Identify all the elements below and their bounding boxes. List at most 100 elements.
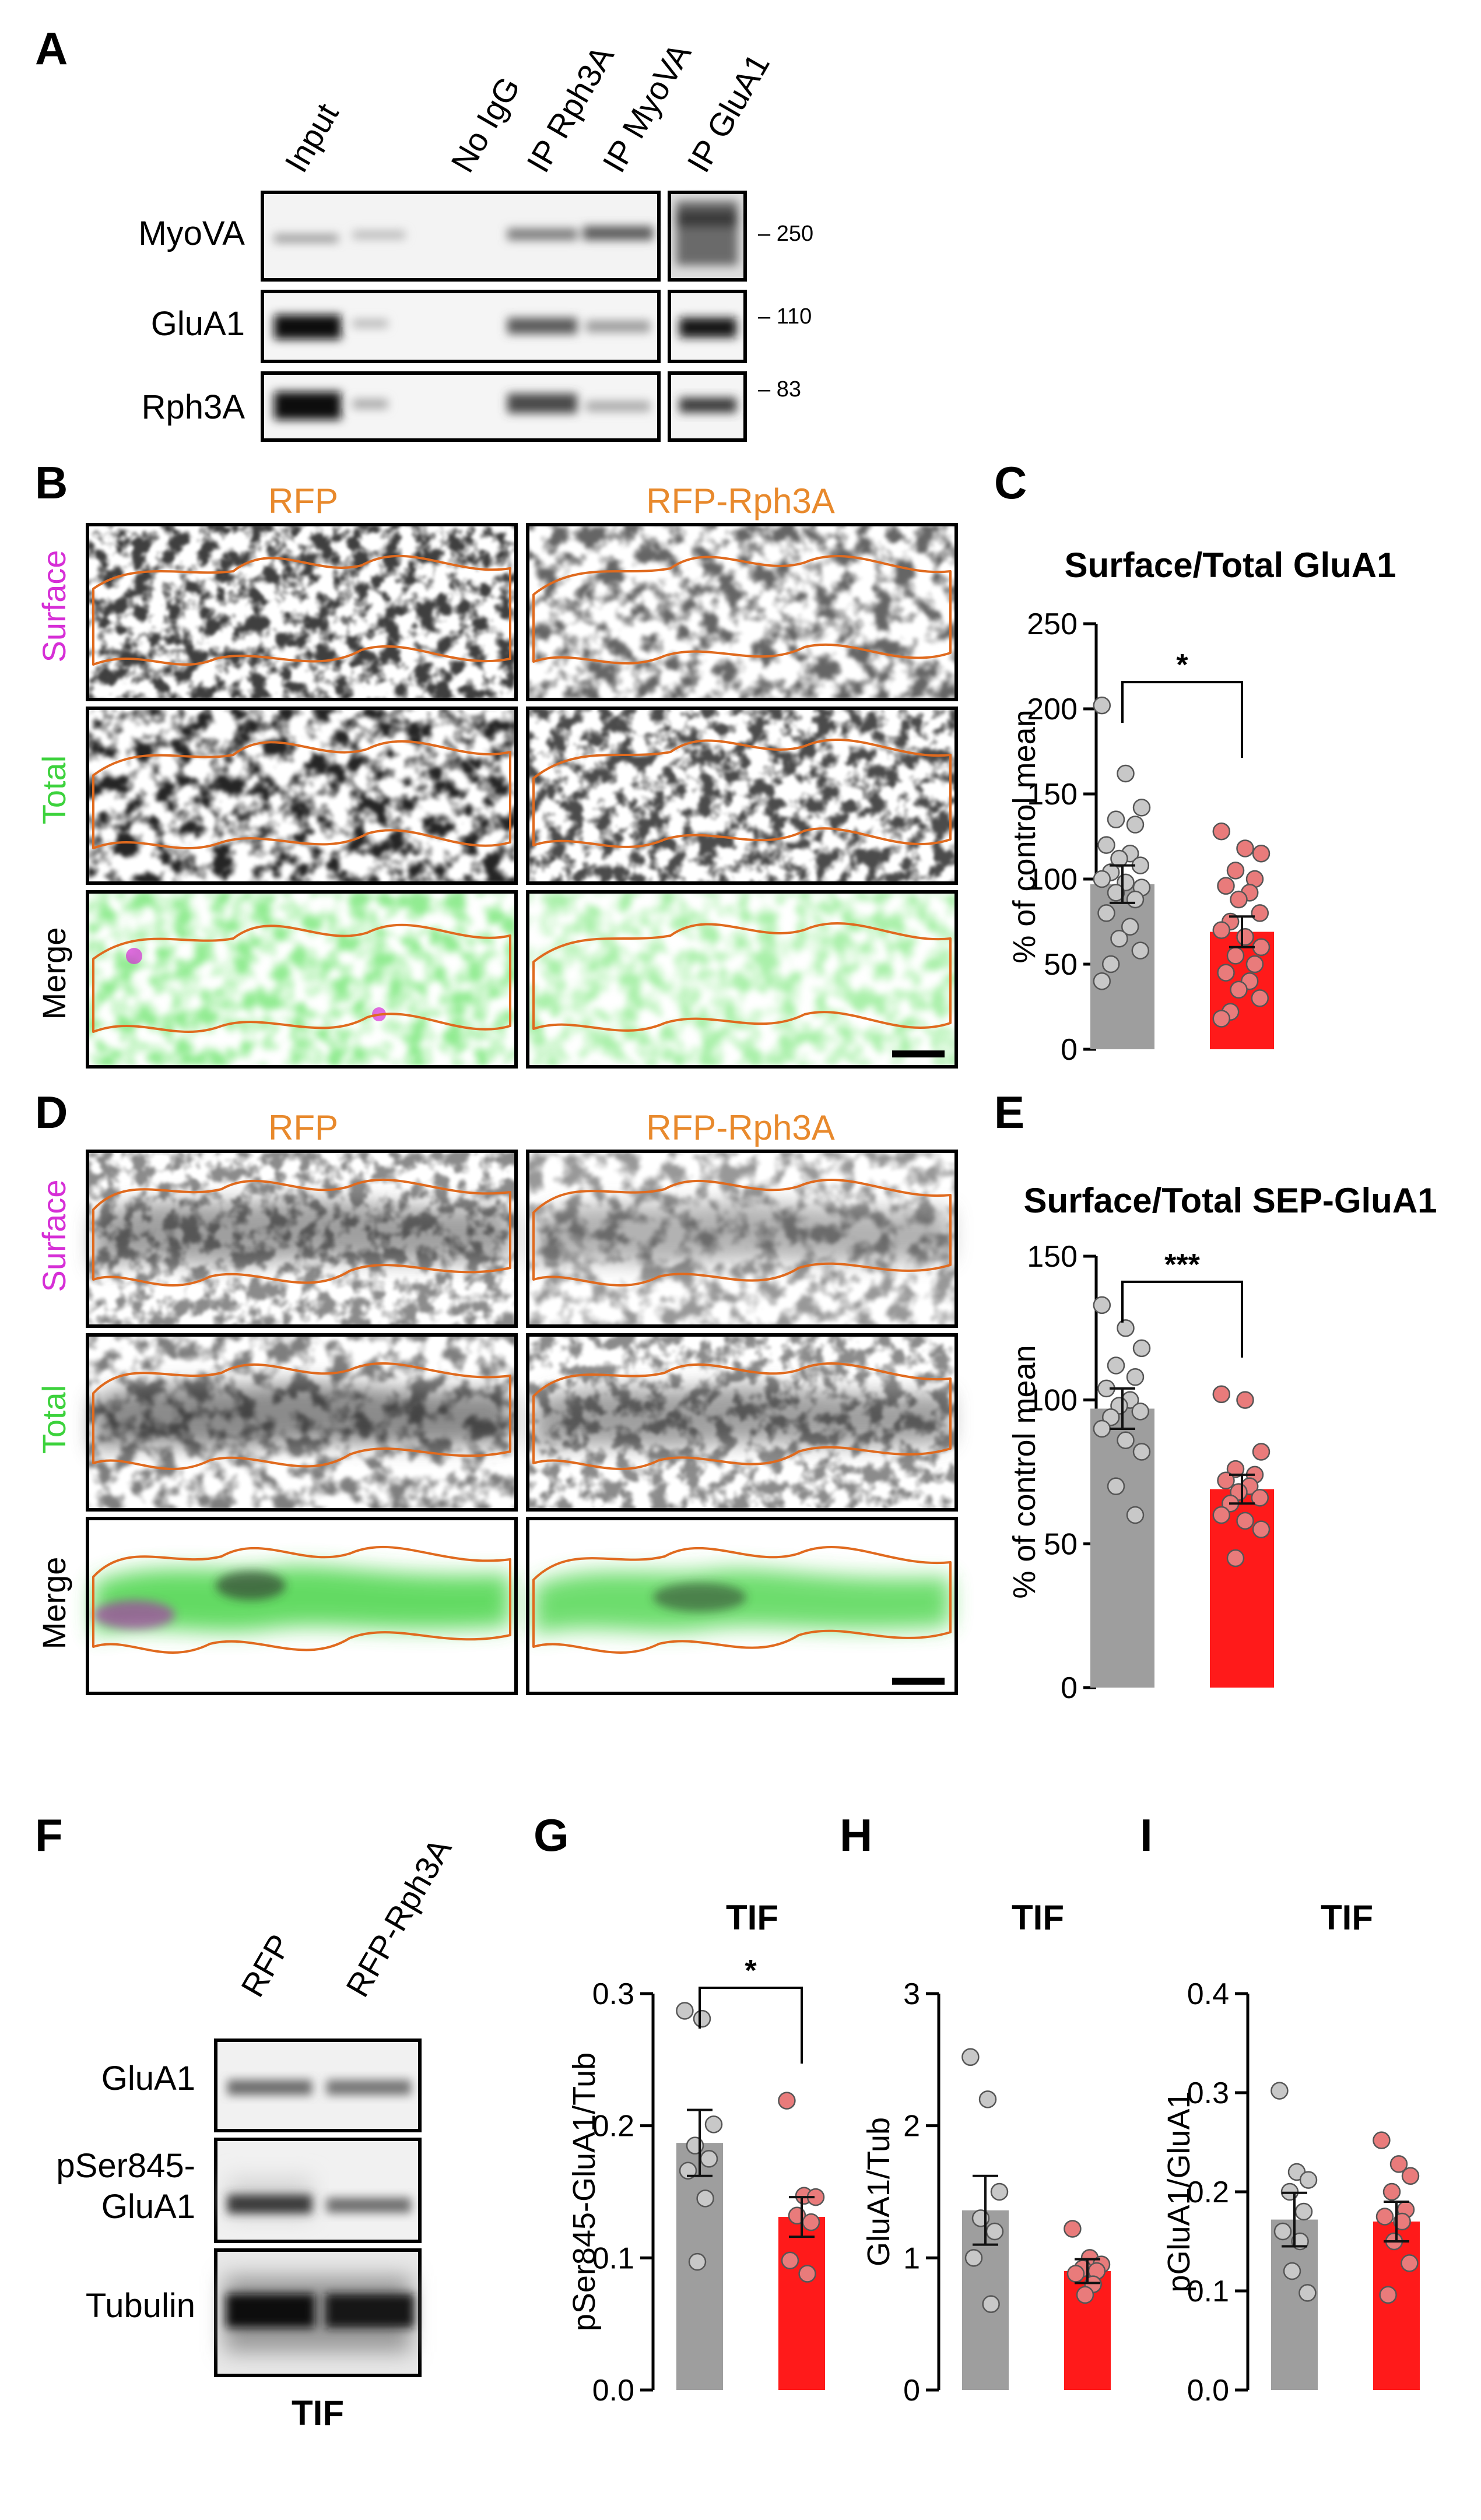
condition-label-rfp-rph3a-b: RFP-Rph3A [646, 481, 834, 521]
chart-c-ylabel: % of control mean [1007, 709, 1042, 963]
chart-g-rph3a-point [802, 2213, 820, 2231]
chart-c-rph3a-point [1251, 989, 1269, 1007]
mw-110: – 110 [758, 304, 812, 329]
row-label-total-d: Total [36, 1385, 72, 1454]
mw-250: – 250 [758, 222, 813, 246]
ip-lane-labels: Input No IgG IP Rph3A IP MyoVA IP GluA1 [278, 37, 777, 178]
chart-c-rph3a-point [1245, 955, 1264, 973]
chart-e-rfp-point [1132, 1443, 1151, 1461]
chart-g-rfp-point [676, 2002, 694, 2020]
blot-tif-pser845 [214, 2138, 422, 2243]
micrograph-b-rph3a-surface [526, 523, 958, 701]
chart-c-rfp-point [1097, 904, 1115, 922]
chart-e-rph3a-point [1236, 1391, 1254, 1409]
chart-c-significance-label: * [1176, 648, 1188, 682]
micrograph-d-rfp-merge [86, 1517, 518, 1695]
chart-e-rph3a-point [1212, 1385, 1231, 1404]
chart-h-rfp-point [978, 2090, 997, 2108]
chart-h-ytick-label-3: 3 [903, 1977, 920, 2011]
chart-e-ylabel: % of control mean [1007, 1345, 1042, 1598]
blot-label-rph3a-ip: Rph3A [142, 388, 245, 426]
panel-h-letter: H [840, 1809, 872, 1861]
micrograph-b-rph3a-total [526, 707, 958, 885]
panel-d: D RFP RFP-Rph3A Surface Total Merge [35, 1087, 958, 1695]
chart-g-ytick-label-1: 0.1 [592, 2241, 634, 2275]
panel-a: A Input No IgG IP Rph3A IP MyoVA IP GluA… [35, 23, 813, 442]
chart-c-rfp-point [1132, 799, 1151, 817]
chart-c-rph3a-point [1212, 822, 1231, 841]
panel-f-letter: F [35, 1809, 63, 1861]
chart-c-ytick-label-3: 150 [1027, 778, 1078, 811]
chart-g-ytick-label-2: 0.2 [592, 2110, 634, 2143]
chart-i-rph3a-point [1375, 2208, 1394, 2226]
chart-e-significance-bracket [1121, 1280, 1243, 1358]
panel-b-letter: B [35, 457, 68, 508]
chart-c-rfp-point [1131, 941, 1150, 960]
chart-e-rph3a-point [1217, 1471, 1235, 1490]
chart-c-rph3a-point [1230, 980, 1248, 999]
chart-e-rph3a-point [1236, 1512, 1254, 1530]
chart-g-rfp-point [688, 2252, 707, 2271]
panel-f: F RFP RFP-Rph3A GluA1 pSer845- GluA1 Tub… [35, 1809, 459, 2433]
blot-footer-tif: TIF [292, 2394, 344, 2433]
chart-i-ytick-label-2: 0.2 [1187, 2175, 1229, 2209]
chart-c-rph3a-point [1252, 844, 1271, 863]
chart-g-title: TIF [726, 1898, 778, 1937]
chart-i-ytick-label-0: 0.0 [1187, 2374, 1229, 2407]
row-label-merge-b: Merge [36, 927, 72, 1020]
chart-e-rfp-point [1126, 1368, 1145, 1386]
chart-h-ytick-label-2: 2 [903, 2110, 920, 2143]
chart-g-significance-label: * [745, 1954, 757, 1988]
chart-e-rfp-point [1107, 1356, 1125, 1375]
chart-e-title: Surface/Total SEP-GluA1 [1023, 1181, 1437, 1220]
blot-label-pser845-line1: pSer845- [56, 2147, 195, 2185]
chart-e-rfp-point [1126, 1506, 1145, 1524]
chart-h-rfp-point [985, 2222, 1004, 2241]
chart-c-ytick-label-5: 250 [1027, 607, 1078, 641]
chart-e-rfp-point [1132, 1339, 1151, 1358]
chart-c-rph3a-point [1226, 947, 1245, 965]
panel-d-letter: D [35, 1087, 68, 1138]
chart-e-rfp-point [1093, 1419, 1111, 1438]
chart-e-rfp-point [1131, 1403, 1150, 1421]
lane-label-rfp-f: RFP [234, 1928, 299, 2003]
chart-i-rfp-point [1299, 2171, 1318, 2189]
chart-c-rph3a-point [1212, 921, 1231, 939]
chart-i-rfp-point [1283, 2262, 1301, 2280]
chart-e-ytick-label-1: 50 [1044, 1527, 1078, 1561]
blot-tif-tubulin [214, 2248, 422, 2377]
chart-c-rfp-point [1110, 929, 1128, 948]
chart-c-rfp-point [1097, 836, 1115, 854]
chart-c-rph3a-point [1217, 964, 1235, 982]
micrograph-b-rph3a-merge [526, 890, 958, 1069]
panel-i-letter: I [1140, 1809, 1153, 1861]
chart-g-rph3a-point [798, 2265, 816, 2283]
chart-c-rfp-point [1110, 849, 1128, 868]
micrograph-b-rfp-surface [86, 523, 518, 701]
row-label-surface-b: Surface [36, 550, 72, 663]
chart-i-rfp-point [1271, 2082, 1289, 2100]
blot-label-gluA1-ip: GluA1 [151, 305, 245, 343]
chart-c-significance-bracket [1121, 681, 1243, 758]
chart-e-ytick-label-2: 100 [1027, 1384, 1078, 1418]
condition-label-rfp-rph3a-d: RFP-Rph3A [646, 1108, 834, 1147]
chart-i-title: TIF [1321, 1898, 1373, 1937]
blot-rph3a: Rph3A – 83 [142, 371, 801, 442]
chart-c-rph3a-point [1236, 839, 1254, 857]
blot-label-gluA1-tif: GluA1 [101, 2059, 195, 2097]
chart-i-rph3a-point [1401, 2167, 1420, 2185]
chart-c-rfp-point [1126, 816, 1145, 834]
chart-i-rph3a-point [1393, 2212, 1411, 2231]
chart-e-rph3a-point [1226, 1549, 1245, 1567]
chart-c-rfp-point [1107, 810, 1125, 829]
blot-myova: MyoVA – 250 [138, 191, 813, 282]
chart-c-rph3a-point [1251, 904, 1269, 922]
blot-label-tubulin: Tubulin [86, 2287, 195, 2325]
chart-g-rfp-point [700, 2150, 718, 2168]
chart-c-rfp-point [1093, 870, 1111, 888]
chart-c-rph3a-point [1217, 877, 1235, 895]
chart-h-rph3a-point [1066, 2265, 1085, 2283]
blot-gluA1: GluA1 – 110 [151, 290, 812, 363]
chart-h-ytick-label-1: 1 [903, 2241, 920, 2275]
